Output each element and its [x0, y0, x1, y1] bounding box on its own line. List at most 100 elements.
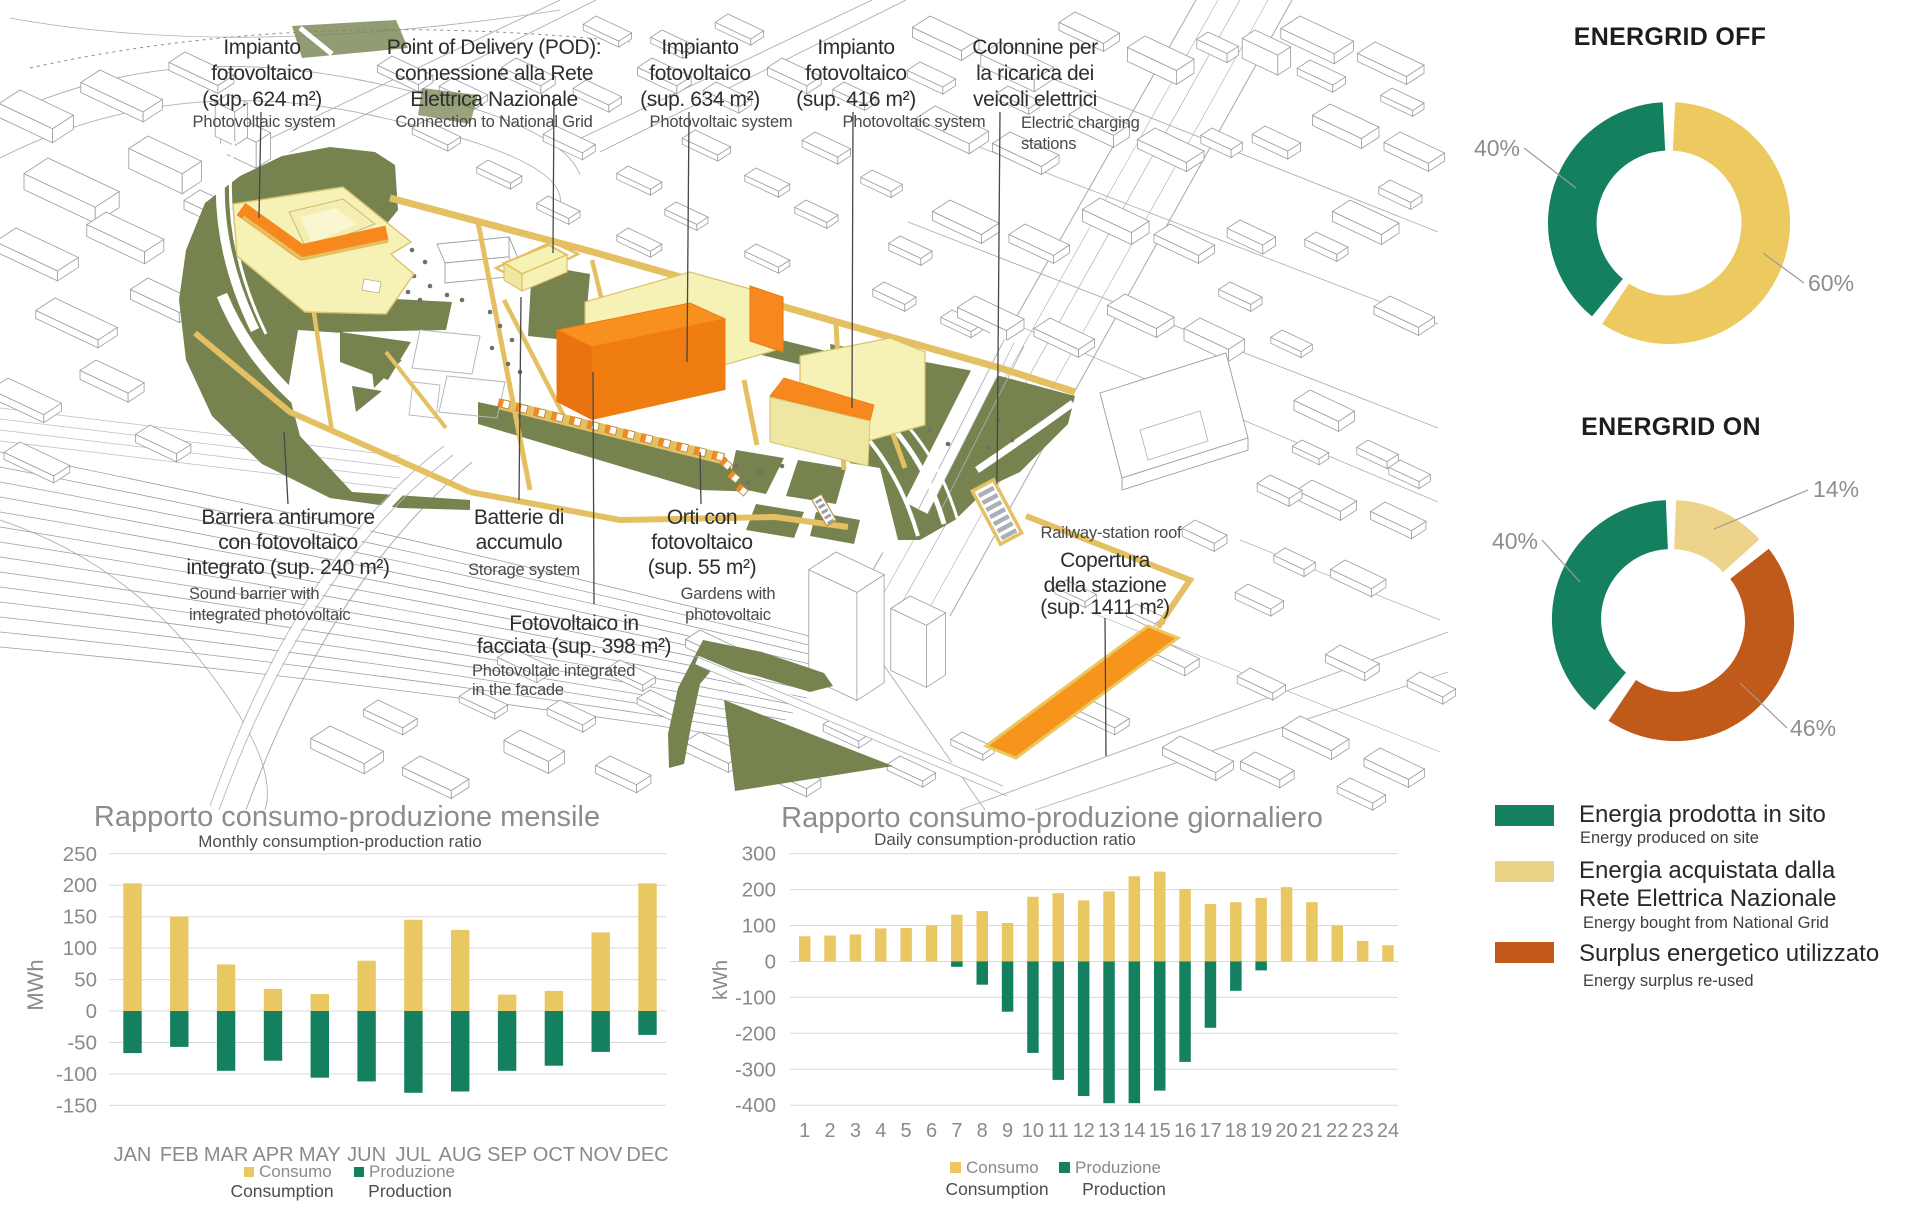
svg-text:22: 22: [1326, 1120, 1348, 1142]
svg-text:20: 20: [1275, 1120, 1297, 1142]
svg-text:Photovoltaic system: Photovoltaic system: [650, 113, 793, 131]
svg-text:Connection to National Grid: Connection to National Grid: [395, 113, 592, 131]
svg-text:60%: 60%: [1808, 270, 1854, 296]
svg-text:Energy surplus re-used: Energy surplus re-used: [1583, 972, 1754, 990]
svg-text:23: 23: [1351, 1120, 1373, 1142]
svg-text:ENERGRID ON: ENERGRID ON: [1581, 413, 1761, 441]
svg-text:Photovoltaic system: Photovoltaic system: [843, 113, 986, 131]
svg-text:integrato (sup. 240 m²): integrato (sup. 240 m²): [186, 556, 389, 579]
svg-text:18: 18: [1225, 1120, 1247, 1142]
svg-text:(sup. 416 m²): (sup. 416 m²): [796, 88, 916, 111]
svg-text:46%: 46%: [1790, 715, 1836, 741]
svg-text:-100: -100: [56, 1063, 97, 1086]
svg-text:0: 0: [765, 951, 776, 974]
svg-text:-100: -100: [735, 986, 776, 1009]
svg-text:5: 5: [901, 1120, 912, 1142]
svg-text:16: 16: [1174, 1120, 1196, 1142]
svg-text:Copertura: Copertura: [1060, 549, 1151, 572]
svg-text:Consumo: Consumo: [966, 1158, 1039, 1177]
svg-text:(sup. 55 m²): (sup. 55 m²): [648, 556, 756, 579]
svg-text:(sup. 1411 m²): (sup. 1411 m²): [1040, 596, 1169, 619]
svg-text:100: 100: [63, 937, 97, 960]
svg-text:15: 15: [1149, 1120, 1171, 1142]
svg-text:Impianto: Impianto: [817, 36, 894, 59]
svg-text:OCT: OCT: [533, 1144, 575, 1166]
svg-text:Elettrica Nazionale: Elettrica Nazionale: [410, 88, 578, 111]
svg-text:photovoltaic: photovoltaic: [685, 606, 771, 624]
svg-text:-300: -300: [735, 1058, 776, 1081]
svg-text:Photovoltaic integrated: Photovoltaic integrated: [472, 662, 635, 680]
svg-text:JUL: JUL: [396, 1144, 432, 1166]
svg-text:300: 300: [742, 843, 776, 866]
svg-text:12: 12: [1073, 1120, 1095, 1142]
svg-text:6: 6: [926, 1120, 937, 1142]
svg-text:7: 7: [951, 1120, 962, 1142]
svg-text:14: 14: [1123, 1120, 1145, 1142]
svg-text:Energia acquistata dalla: Energia acquistata dalla: [1579, 857, 1836, 884]
svg-text:APR: APR: [252, 1144, 293, 1166]
svg-text:Production: Production: [1082, 1179, 1166, 1199]
svg-text:21: 21: [1301, 1120, 1323, 1142]
svg-text:connessione alla Rete: connessione alla Rete: [395, 62, 593, 85]
svg-text:Energy produced on site: Energy produced on site: [1580, 829, 1759, 847]
svg-text:Batterie di: Batterie di: [474, 506, 564, 529]
svg-text:FEB: FEB: [160, 1144, 199, 1166]
svg-text:100: 100: [742, 915, 776, 938]
svg-text:SEP: SEP: [487, 1144, 527, 1166]
svg-text:1: 1: [799, 1120, 810, 1142]
svg-text:250: 250: [63, 843, 97, 866]
svg-text:Colonnine per: Colonnine per: [972, 36, 1098, 59]
svg-text:facciata (sup. 398 m²): facciata (sup. 398 m²): [477, 635, 671, 658]
svg-text:3: 3: [850, 1120, 861, 1142]
svg-text:MAR: MAR: [204, 1144, 248, 1166]
svg-text:Storage system: Storage system: [468, 561, 580, 579]
svg-text:Rete Elettrica Nazionale: Rete Elettrica Nazionale: [1579, 885, 1836, 912]
svg-text:19: 19: [1250, 1120, 1272, 1142]
svg-text:fotovoltaico: fotovoltaico: [805, 62, 906, 85]
svg-text:9: 9: [1002, 1120, 1013, 1142]
svg-text:della stazione: della stazione: [1044, 574, 1167, 597]
svg-text:in the facade: in the facade: [472, 681, 564, 699]
svg-text:Fotovoltaico in: Fotovoltaico in: [509, 612, 638, 635]
svg-text:Electric charging: Electric charging: [1021, 114, 1140, 132]
svg-text:JAN: JAN: [114, 1144, 152, 1166]
svg-text:24: 24: [1377, 1120, 1399, 1142]
svg-text:DEC: DEC: [626, 1144, 668, 1166]
svg-text:40%: 40%: [1474, 135, 1520, 161]
svg-text:Surplus energetico utilizzato: Surplus energetico utilizzato: [1579, 940, 1879, 967]
svg-text:Gardens with: Gardens with: [681, 585, 776, 603]
svg-text:Daily consumption-production r: Daily consumption-production ratio: [874, 830, 1136, 849]
svg-text:Production: Production: [368, 1181, 452, 1201]
svg-text:NOV: NOV: [579, 1144, 623, 1166]
svg-text:integrated photovoltaic: integrated photovoltaic: [189, 606, 350, 624]
svg-text:10: 10: [1022, 1120, 1044, 1142]
svg-text:-400: -400: [735, 1094, 776, 1117]
svg-text:Rapporto consumo-produzione gi: Rapporto consumo-produzione giornaliero: [781, 802, 1323, 834]
svg-text:17: 17: [1199, 1120, 1221, 1142]
svg-text:50: 50: [74, 969, 97, 992]
svg-text:AUG: AUG: [439, 1144, 482, 1166]
svg-text:Consumo: Consumo: [259, 1162, 332, 1181]
svg-text:MAY: MAY: [299, 1144, 341, 1166]
svg-text:Consumption: Consumption: [945, 1179, 1048, 1199]
svg-text:8: 8: [977, 1120, 988, 1142]
svg-text:Produzione: Produzione: [1075, 1158, 1161, 1177]
svg-text:JUN: JUN: [347, 1144, 386, 1166]
svg-text:200: 200: [63, 874, 97, 897]
svg-text:(sup. 634 m²): (sup. 634 m²): [640, 88, 760, 111]
svg-text:200: 200: [742, 879, 776, 902]
svg-text:Railway-station roof: Railway-station roof: [1041, 524, 1183, 542]
svg-text:Impianto: Impianto: [661, 36, 738, 59]
svg-text:Energia prodotta in sito: Energia prodotta in sito: [1579, 801, 1826, 828]
svg-text:(sup. 624 m²): (sup. 624 m²): [202, 88, 322, 111]
svg-text:Energy bought from National Gr: Energy bought from National Grid: [1583, 914, 1829, 932]
svg-text:MWh: MWh: [23, 959, 48, 1010]
svg-text:14%: 14%: [1813, 476, 1859, 502]
svg-text:con fotovoltaico: con fotovoltaico: [218, 531, 358, 554]
svg-text:Impianto: Impianto: [223, 36, 300, 59]
svg-text:11: 11: [1048, 1120, 1069, 1142]
svg-text:150: 150: [63, 906, 97, 929]
svg-text:kWh: kWh: [710, 960, 732, 1000]
svg-text:fotovoltaico: fotovoltaico: [211, 62, 312, 85]
svg-text:fotovoltaico: fotovoltaico: [649, 62, 750, 85]
